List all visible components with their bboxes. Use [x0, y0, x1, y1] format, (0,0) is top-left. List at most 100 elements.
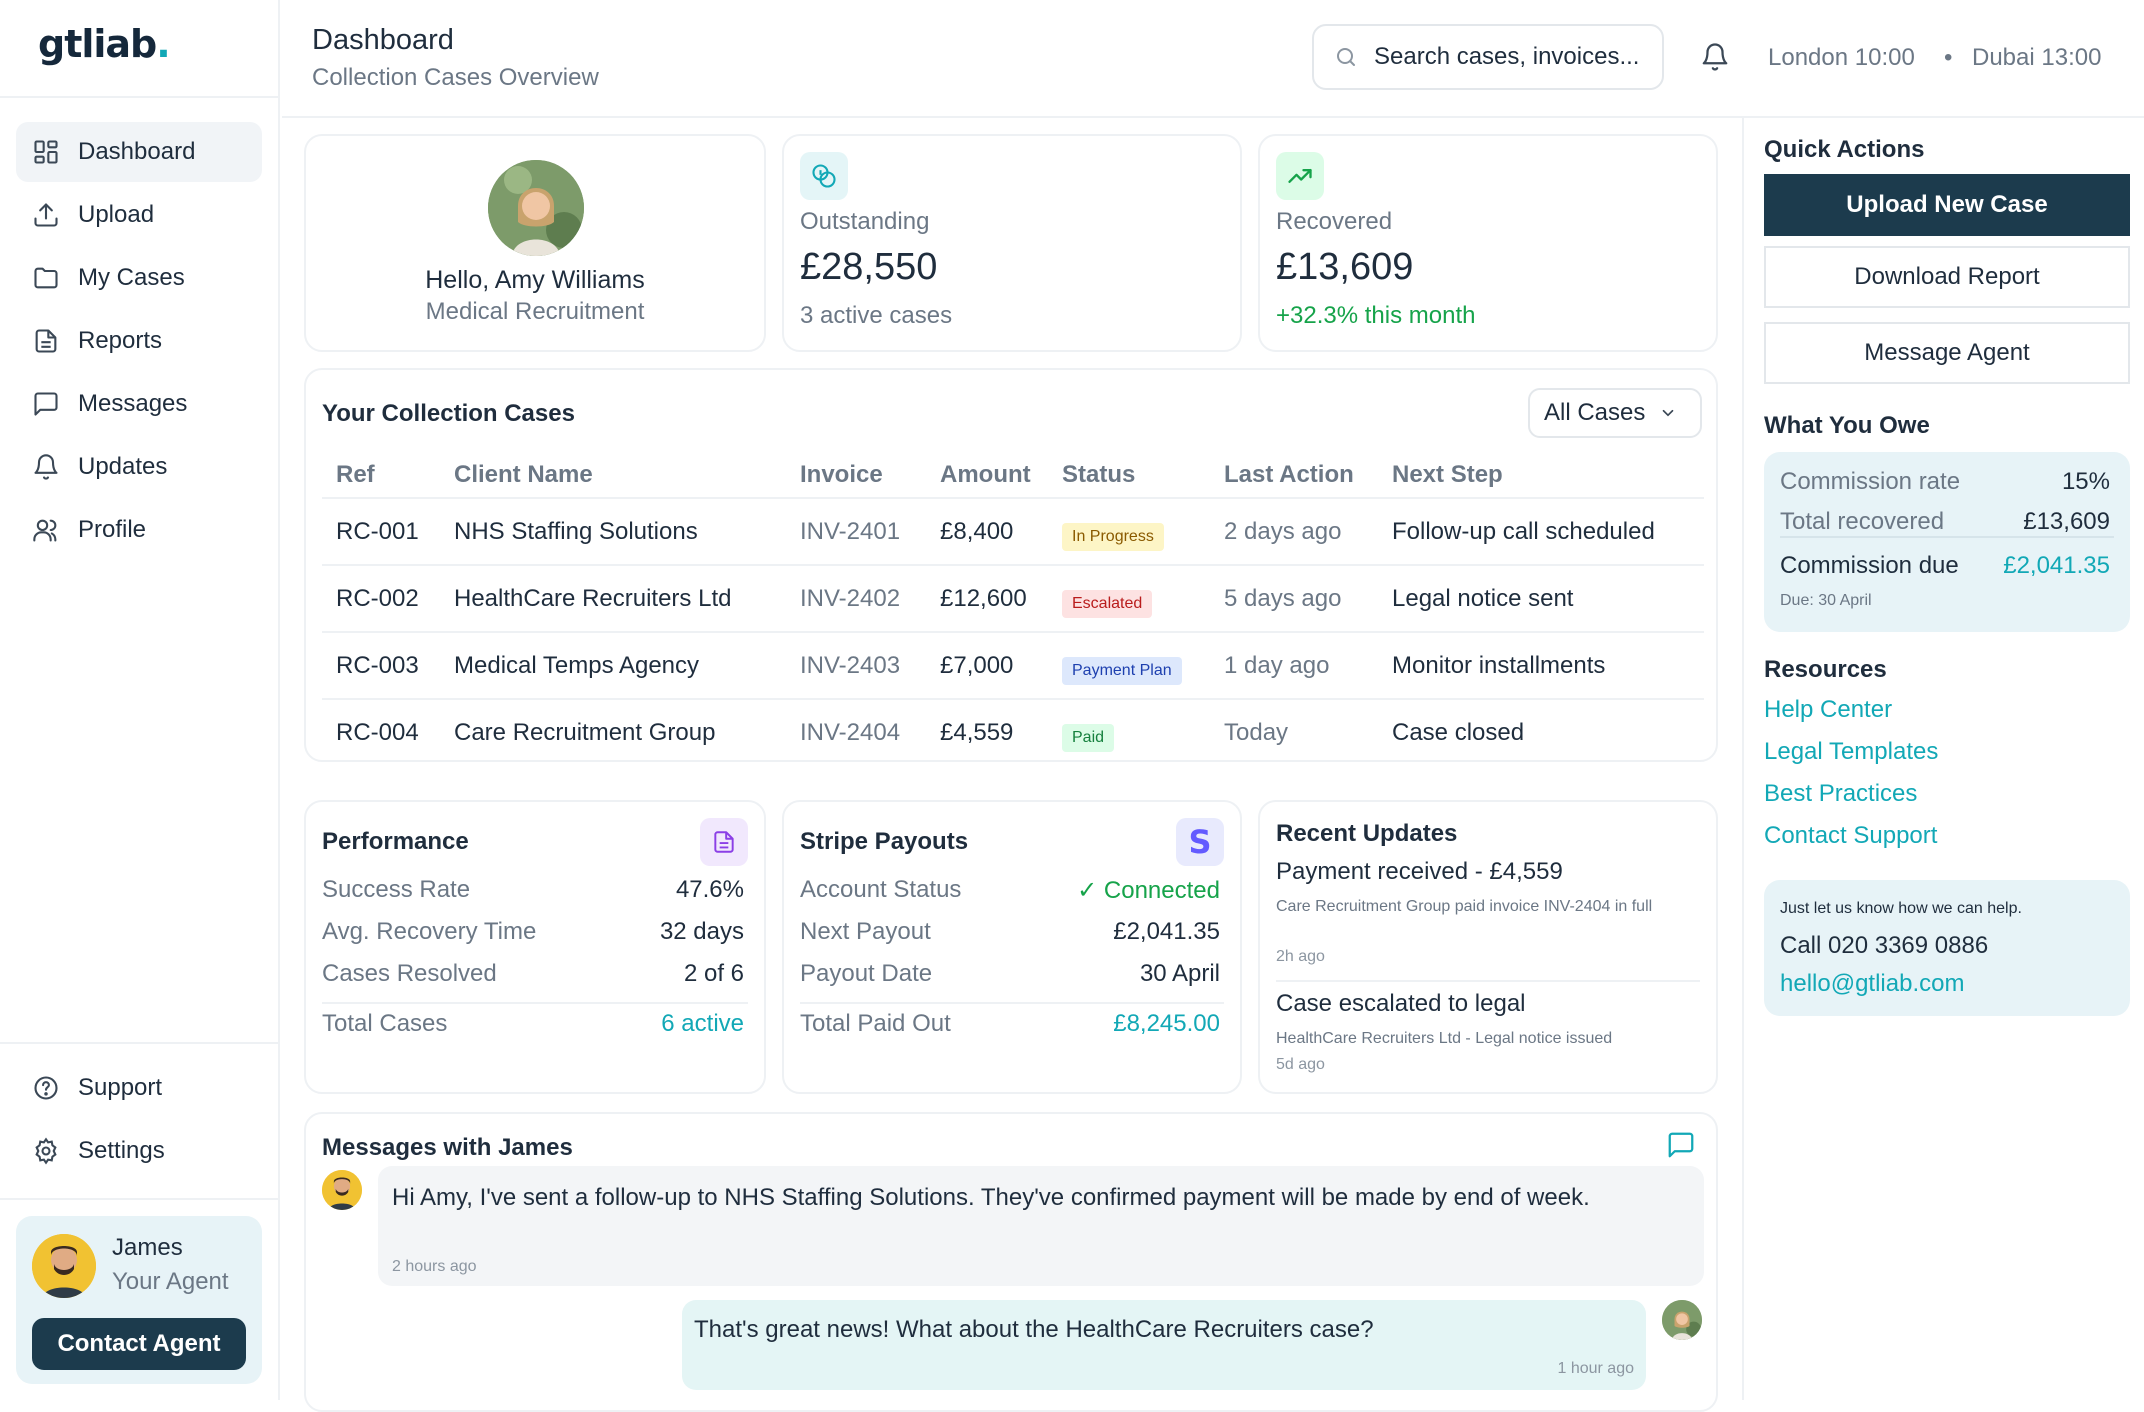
case-amount: £4,559 — [940, 719, 1014, 746]
owe-label: Total recovered — [1780, 508, 1945, 535]
column-header: Last Action — [1210, 452, 1378, 499]
stat-value: £28,550 — [800, 246, 938, 288]
metric-label: Total Paid Out — [800, 1010, 951, 1037]
column-header: Amount — [926, 452, 1048, 499]
case-amount: £7,000 — [926, 632, 1048, 700]
clock-separator: • — [1944, 44, 1953, 71]
upload-new-case-button[interactable]: Upload New Case — [1764, 174, 2130, 236]
status-badge: In Progress — [1062, 522, 1164, 551]
divider — [1780, 536, 2114, 538]
user-greeting: Hello, Amy Williams — [425, 266, 645, 294]
agent-avatar — [32, 1234, 96, 1298]
metric-label: Avg. Recovery Time — [322, 918, 537, 945]
help-phone[interactable]: Call 020 3369 0886 — [1780, 932, 1989, 959]
case-status-cell: In Progress — [1048, 498, 1210, 566]
metric-row: Next Payout £2,041.35 — [800, 918, 1220, 946]
brand-logo[interactable]: gtliab. — [38, 22, 171, 66]
notification-bell-icon[interactable] — [1700, 42, 1730, 72]
case-ref: RC-003 — [322, 632, 440, 700]
case-amount: £12,600 — [926, 565, 1048, 633]
help-email-link[interactable]: hello@gtliab.com — [1780, 970, 1965, 997]
search-input[interactable]: Search cases, invoices... — [1312, 24, 1664, 90]
sidebar-item-updates[interactable]: Updates — [16, 437, 262, 497]
right-panel: Quick Actions Upload New Case Download R… — [1742, 118, 2144, 1400]
sidebar-item-settings[interactable]: Settings — [16, 1121, 262, 1181]
sidebar-item-my-cases[interactable]: My Cases — [16, 248, 262, 308]
download-report-button[interactable]: Download Report — [1764, 246, 2130, 308]
metric-total-row: Total Paid Out £8,245.00 — [800, 1010, 1220, 1038]
metric-label: Payout Date — [800, 960, 933, 987]
table-row[interactable]: RC-001 NHS Staffing Solutions INV-2401 £… — [322, 498, 1704, 566]
page-title: Dashboard — [312, 24, 454, 56]
update-description: Care Recruitment Group paid invoice INV-… — [1276, 898, 1653, 915]
cases-filter-select[interactable]: All Cases — [1528, 388, 1702, 438]
contact-support-link[interactable]: Contact Support — [1764, 822, 1938, 849]
chat-bubble-icon[interactable] — [1666, 1130, 1696, 1160]
sidebar-nav: Dashboard Upload My Cases Reports Messag… — [16, 122, 262, 563]
sidebar-item-upload[interactable]: Upload — [16, 185, 262, 245]
case-last-action: 5 days ago — [1210, 565, 1378, 633]
filter-value: All Cases — [1544, 399, 1646, 426]
case-client: Care Recruitment Group — [454, 719, 716, 746]
divider — [322, 1002, 748, 1004]
sidebar-bottom-nav: Support Settings — [16, 1058, 262, 1184]
sidebar-item-support[interactable]: Support — [16, 1058, 262, 1118]
agent-avatar — [322, 1170, 362, 1210]
case-status-cell: Escalated — [1048, 565, 1210, 633]
table-row[interactable]: RC-003 Medical Temps Agency INV-2403 £7,… — [322, 632, 1704, 700]
update-title[interactable]: Payment received - £4,559 — [1276, 858, 1563, 885]
sidebar-item-label: Reports — [78, 327, 163, 354]
profile-card: Hello, Amy Williams Medical Recruitment — [304, 134, 766, 352]
stripe-logo-letter: S — [1188, 823, 1212, 861]
stripe-logo-icon: S — [1176, 818, 1224, 866]
case-next-step: Follow-up call scheduled — [1378, 498, 1704, 566]
contact-agent-button[interactable]: Contact Agent — [32, 1318, 246, 1370]
help-card: Just let us know how we can help. Call 0… — [1764, 880, 2130, 1016]
case-ref: RC-002 — [322, 565, 440, 633]
section-title: Your Collection Cases — [322, 400, 575, 427]
chat-bubble-icon — [34, 392, 58, 416]
column-header: Next Step — [1378, 452, 1704, 499]
case-ref: RC-001 — [322, 498, 440, 566]
upload-icon — [34, 203, 58, 227]
table-row[interactable]: RC-002 HealthCare Recruiters Ltd INV-240… — [322, 565, 1704, 633]
user-organization: Medical Recruitment — [425, 298, 645, 325]
table-row[interactable]: RC-004 Care Recruitment Group INV-2404 £… — [322, 699, 1704, 766]
best-practices-link[interactable]: Best Practices — [1764, 780, 1918, 807]
gear-icon — [35, 1137, 57, 1165]
metric-row: Cases Resolved 2 of 6 — [322, 960, 744, 988]
metric-value: 6 active — [661, 1010, 744, 1037]
case-ref: RC-004 — [336, 719, 419, 746]
due-date: Due: 30 April — [1780, 592, 1872, 609]
help-center-link[interactable]: Help Center — [1764, 696, 1893, 723]
message-agent-button[interactable]: Message Agent — [1764, 322, 2130, 384]
sidebar-item-label: My Cases — [78, 264, 185, 291]
stat-subtext: +32.3% this month — [1276, 302, 1476, 329]
help-circle-icon — [34, 1076, 58, 1100]
section-title: Messages with James — [322, 1134, 573, 1161]
update-time: 5d ago — [1276, 1056, 1325, 1073]
section-title: Performance — [322, 828, 469, 855]
legal-templates-link[interactable]: Legal Templates — [1764, 738, 1939, 765]
case-last-action: 2 days ago — [1210, 498, 1378, 566]
case-invoice: INV-2403 — [786, 632, 926, 700]
divider — [1276, 980, 1700, 982]
outgoing-message: That's great news! What about the Health… — [682, 1300, 1646, 1390]
sidebar-item-label: Updates — [78, 453, 168, 480]
metric-row: Avg. Recovery Time 32 days — [322, 918, 744, 946]
sidebar-item-reports[interactable]: Reports — [16, 311, 262, 371]
recent-updates-card: Recent Updates Payment received - £4,559… — [1258, 800, 1718, 1094]
stat-label: Recovered — [1276, 208, 1393, 235]
sidebar-item-dashboard[interactable]: Dashboard — [16, 122, 262, 182]
page-subtitle: Collection Cases Overview — [312, 64, 599, 91]
sidebar-item-profile[interactable]: Profile — [16, 500, 262, 560]
divider — [800, 1002, 1224, 1004]
folder-icon — [34, 267, 58, 289]
metric-label: Total Cases — [322, 1010, 448, 1037]
case-next-step: Case closed — [1392, 719, 1525, 746]
report-document-icon — [700, 818, 748, 866]
message-time: 2 hours ago — [392, 1258, 477, 1275]
update-title[interactable]: Case escalated to legal — [1276, 990, 1526, 1017]
sidebar-item-messages[interactable]: Messages — [16, 374, 262, 434]
section-title: Quick Actions — [1764, 136, 1925, 163]
